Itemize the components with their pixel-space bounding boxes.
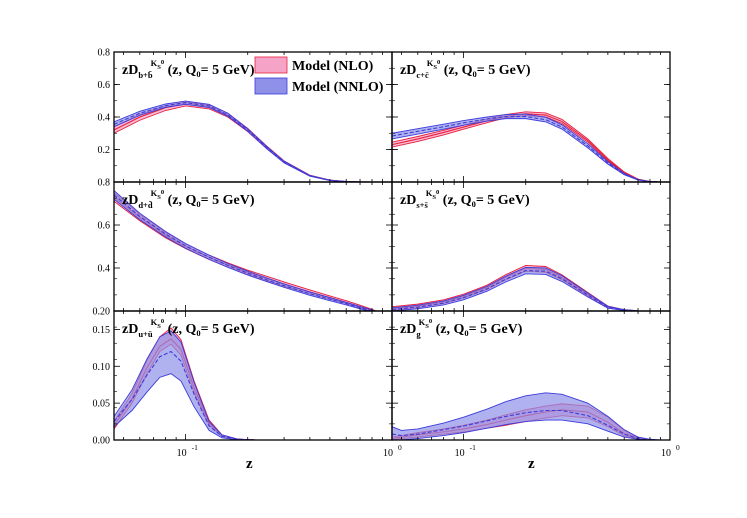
legend-nlo-label: Model (NLO) — [292, 59, 374, 74]
panel-title-u: zDu+ūKS0 (z, Q0= 5 GeV) — [122, 317, 255, 339]
band-edge-upper-nlo-c — [392, 111, 670, 182]
band-nnlo-u — [114, 330, 392, 440]
band-nnlo-c — [392, 114, 670, 182]
band-nnlo-d — [114, 190, 376, 311]
central-line-nlo-c — [392, 113, 670, 182]
x-axis-label-left: z — [246, 456, 253, 472]
plot-area-u — [114, 327, 392, 440]
central-line-nnlo-d — [114, 194, 374, 311]
y-tick-label: 0.00 — [93, 436, 111, 447]
band-nnlo-g — [392, 392, 670, 440]
panel-s: zDs+s̄KS0 (z, Q0= 5 GeV) — [391, 181, 671, 312]
x-tick-label: 10 — [177, 448, 187, 459]
band-edge-upper-nnlo-g — [392, 392, 670, 440]
central-line-nnlo-c — [392, 115, 670, 182]
legend: Model (NLO) Model (NNLO) — [254, 56, 384, 95]
band-nlo-c — [392, 111, 670, 182]
y-tick-label: 0.10 — [93, 362, 111, 373]
legend-nnlo-label: Model (NNLO) — [292, 80, 384, 95]
band-edge-lower-nlo-c — [392, 114, 670, 182]
central-line-nnlo-u — [114, 350, 392, 440]
band-edge-lower-nnlo-s — [392, 273, 670, 311]
plot-area-b — [114, 100, 392, 182]
legend-nnlo-swatch — [254, 77, 288, 95]
band-edge-upper-nlo-d — [114, 192, 378, 311]
panel-c: zDc+c̄KS0 (z, Q0= 5 GeV) — [391, 51, 671, 183]
y-tick-label: 0.6 — [98, 80, 111, 91]
panel-title-g: zDgKS0 (z, Q0= 5 GeV) — [400, 317, 523, 339]
x-tick-label: 10 — [383, 448, 393, 459]
x-tick-label-exponent: -1 — [192, 443, 198, 452]
y-tick-label: 0.20 — [93, 307, 111, 318]
band-edge-lower-nnlo-u — [114, 373, 392, 440]
central-line-nlo-b — [114, 103, 392, 182]
y-tick-label: 0.2 — [98, 145, 111, 156]
band-edge-upper-nnlo-d — [114, 190, 377, 311]
x-tick-label-exponent: -1 — [470, 443, 476, 452]
y-tick-label: 0.4 — [98, 113, 111, 124]
panel-title-c: zDc+c̄KS0 (z, Q0= 5 GeV) — [400, 58, 531, 80]
y-tick-label: 0.8 — [98, 48, 111, 59]
panel-d: 0.20 0.4 0.6 0.8 zDd+d̄KS0 (z, Q0= 5 GeV) — [93, 178, 393, 318]
y-tick-label: 0.15 — [93, 325, 111, 336]
x-tick-label: 10 — [455, 448, 465, 459]
panel-title-d: zDd+d̄KS0 (z, Q0= 5 GeV) — [122, 188, 255, 210]
band-nlo-d — [114, 192, 377, 311]
y-tick-label: 0.05 — [93, 399, 111, 410]
y-tick-label: 0.6 — [98, 221, 111, 232]
panel-title-s: zDs+s̄KS0 (z, Q0= 5 GeV) — [400, 188, 530, 210]
band-edge-lower-nnlo-d — [114, 198, 371, 311]
panels-layer: 0.2 0.4 0.6 0.8 zDb+b̄KS0 (z, Q0= 5 GeV) zDc+… — [93, 48, 681, 460]
x-tick-label-exponent: 0 — [398, 443, 402, 452]
plot-area-g — [392, 392, 670, 440]
band-edge-upper-nnlo-u — [114, 330, 392, 440]
panel-u: 0.00 0.05 0.10 0.15 zDu+ūKS0 (z, Q0= 5 GeV) — [93, 310, 393, 447]
panel-title-b: zDb+b̄KS0 (z, Q0= 5 GeV) — [122, 58, 255, 80]
band-edge-lower-nlo-b — [114, 105, 392, 182]
x-tick-label: 10 — [661, 448, 671, 459]
legend-nlo-swatch — [254, 56, 288, 74]
plot-area-c — [392, 111, 670, 182]
y-tick-label: 0.4 — [98, 264, 111, 275]
plot-area-s — [392, 264, 670, 311]
y-tick-label: 0.8 — [98, 178, 111, 189]
plot-area-d — [114, 190, 378, 311]
panel-frame-s — [391, 181, 671, 312]
panel-g: zDgKS0 (z, Q0= 5 GeV) — [391, 310, 671, 441]
band-edge-lower-nnlo-b — [114, 103, 392, 182]
band-edge-upper-nnlo-c — [392, 113, 670, 182]
central-line-nnlo-g — [392, 409, 670, 440]
x-axis-label-right: z — [528, 456, 535, 472]
x-tick-label-exponent: 0 — [676, 443, 680, 452]
central-line-nnlo-s — [392, 270, 670, 311]
